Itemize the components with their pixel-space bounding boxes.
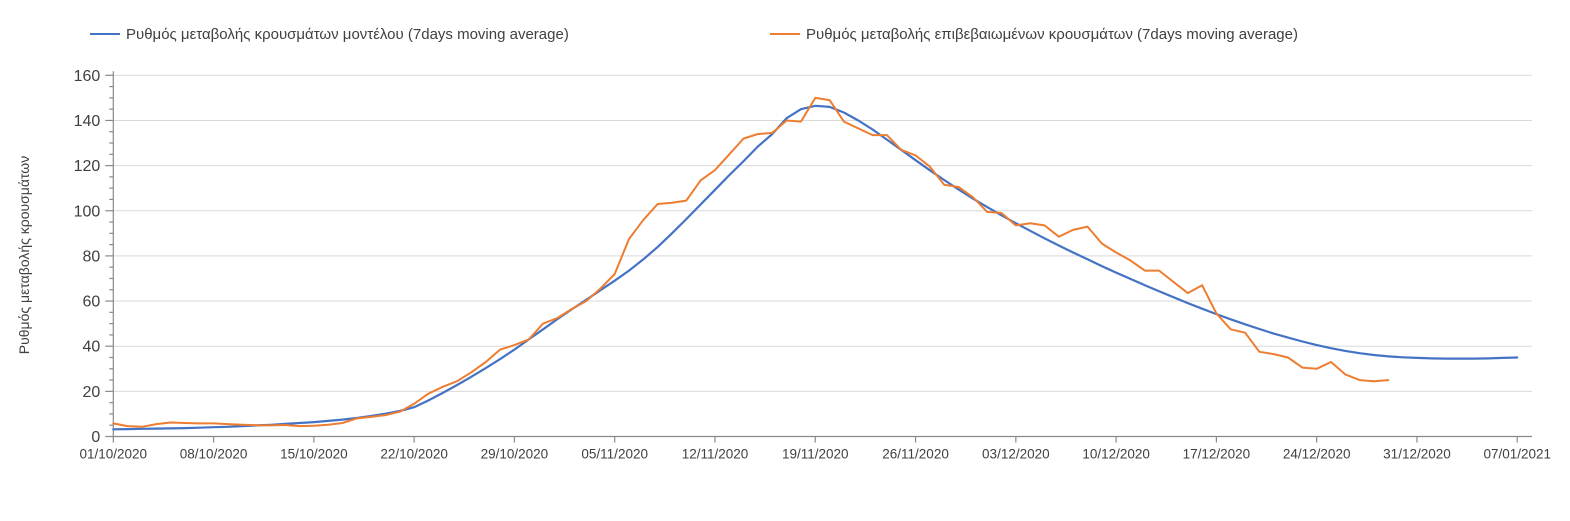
x-tick-label: 29/10/2020: [481, 447, 549, 462]
y-axis-tick-labels: 0 20 40 60 80 100 120 140 160: [74, 68, 101, 446]
x-tick-label: 01/10/2020: [80, 447, 148, 462]
y-tick-label: 40: [83, 339, 101, 356]
legend-label-model: Ρυθμός μεταβολής κρουσμάτων μοντέλου (7d…: [126, 25, 569, 43]
x-tick-label: 12/11/2020: [682, 447, 749, 462]
x-tick-label: 03/12/2020: [982, 447, 1050, 462]
x-tick-label: 24/12/2020: [1283, 447, 1351, 462]
x-tick-label: 26/11/2020: [882, 447, 949, 462]
legend-item-model: Ρυθμός μεταβολής κρουσμάτων μοντέλου (7d…: [90, 22, 569, 46]
axes: [105, 71, 1532, 443]
y-tick-label: 60: [83, 294, 101, 311]
x-tick-label: 19/11/2020: [782, 447, 849, 462]
y-tick-label: 160: [74, 68, 101, 85]
x-axis-tick-labels: 01/10/2020 08/10/2020 15/10/2020 22/10/2020…: [80, 447, 1552, 462]
x-tick-label: 07/01/2021: [1483, 447, 1551, 462]
y-tick-label: 0: [91, 429, 100, 446]
x-tick-label: 31/12/2020: [1383, 447, 1451, 462]
gridlines: [113, 74, 1532, 392]
series-lines: [112, 96, 1519, 431]
x-tick-label: 05/11/2020: [581, 447, 648, 462]
x-tick-label: 15/10/2020: [280, 447, 348, 462]
legend-label-confirmed: Ρυθμός μεταβολής επιβεβαιωμένων κρουσμάτ…: [806, 25, 1298, 43]
confirmed-series-line: [112, 96, 1390, 428]
x-tick-label: 08/10/2020: [180, 447, 248, 462]
x-tick-label: 17/12/2020: [1183, 447, 1251, 462]
y-tick-label: 100: [74, 203, 101, 220]
confirmed-series-swatch-line: [770, 33, 800, 35]
x-tick-label: 22/10/2020: [380, 447, 448, 462]
x-tick-label: 10/12/2020: [1082, 447, 1150, 462]
model-series-line: [112, 104, 1519, 431]
y-tick-label: 120: [74, 158, 101, 175]
y-tick-label: 80: [83, 248, 101, 265]
legend-item-confirmed: Ρυθμός μεταβολής επιβεβαιωμένων κρουσμάτ…: [770, 22, 1298, 46]
y-tick-label: 20: [83, 384, 101, 401]
chart-legend: Ρυθμός μεταβολής κρουσμάτων μοντέλου (7d…: [0, 22, 1570, 46]
y-tick-label: 140: [74, 113, 101, 130]
model-series-swatch-line: [90, 33, 120, 35]
